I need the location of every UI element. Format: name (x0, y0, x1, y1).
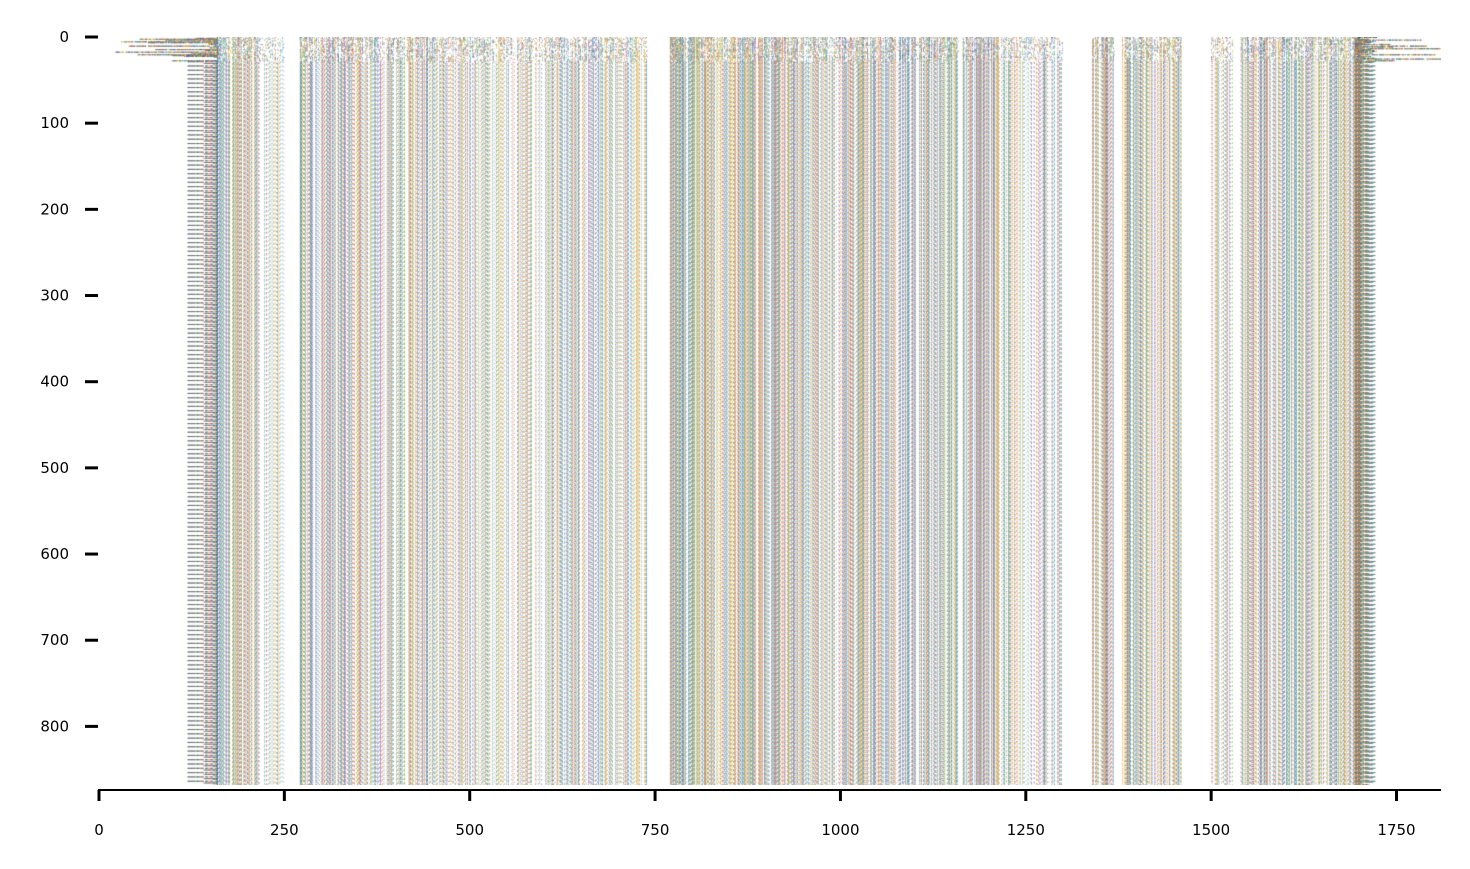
y-tick-label: 100 (40, 114, 69, 132)
y-tick-label: 700 (40, 631, 69, 649)
y-tick-label: 400 (40, 373, 69, 391)
y-tick-label: 800 (40, 717, 69, 735)
y-tick-label: 300 (40, 287, 69, 305)
y-tick-label: 0 (59, 28, 69, 46)
x-tick-label: 1500 (1192, 821, 1230, 839)
heatmap-image (99, 37, 1441, 785)
x-tick-label: 250 (270, 821, 299, 839)
y-tick-label: 600 (40, 545, 69, 563)
x-axis: 0 250 500 750 1000 1250 1500 1750 (94, 789, 1441, 839)
x-tick-label: 1250 (1007, 821, 1045, 839)
heatmap-matrix (99, 37, 1441, 785)
x-tick-label: 1750 (1377, 821, 1415, 839)
y-axis: 0 100 200 300 400 500 600 700 800 (40, 28, 98, 735)
x-tick-label: 750 (641, 821, 670, 839)
y-tick-label: 200 (40, 200, 69, 218)
x-tick-label: 1000 (821, 821, 859, 839)
x-tick-label: 500 (455, 821, 484, 839)
x-tick-label: 0 (94, 821, 104, 839)
y-tick-label: 500 (40, 459, 69, 477)
